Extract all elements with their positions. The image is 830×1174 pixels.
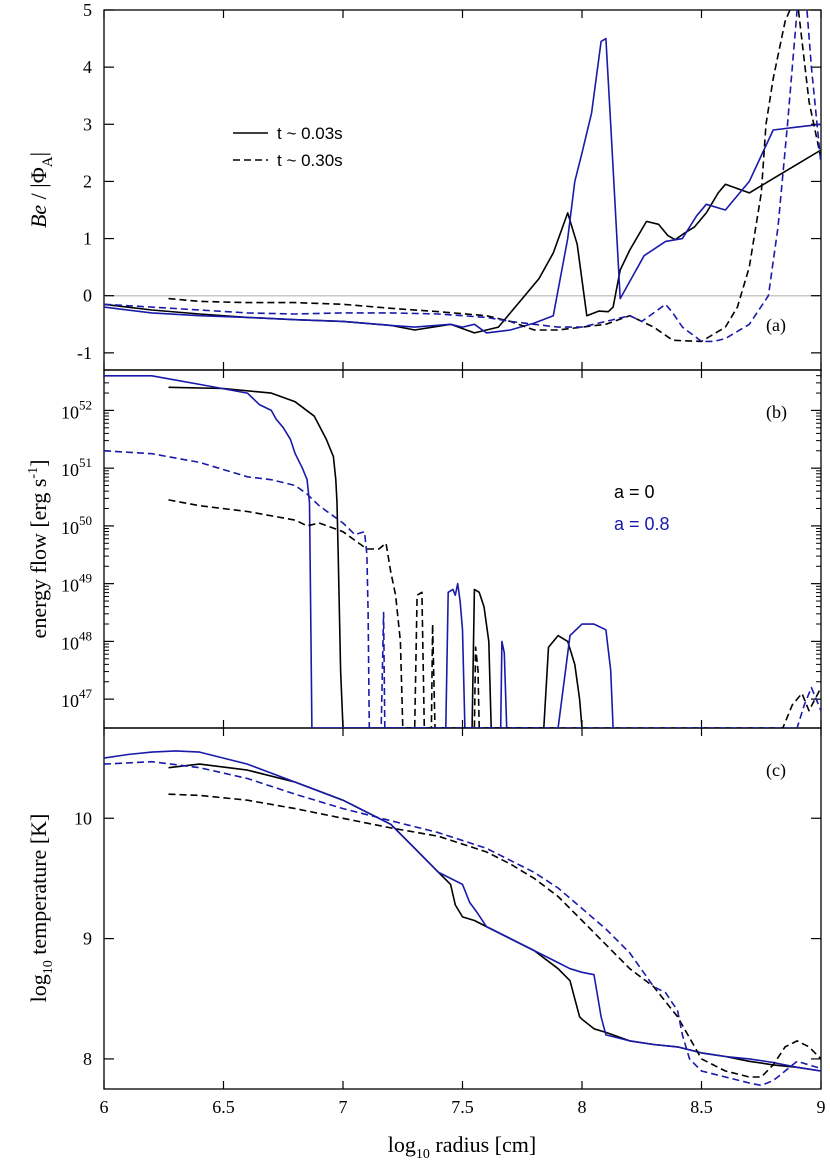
panel-c-series-blue-dashed — [104, 760, 821, 1087]
panel-c-series-group — [104, 750, 821, 1087]
panel-a-series-blue-dashed — [104, 10, 821, 343]
x-axis-title: log10 radius [cm] — [388, 1132, 536, 1162]
panel-a: -1 0 1 2 3 4 5 — [77, 0, 822, 370]
legend-dashed-label: t ~ 0.30s — [277, 151, 343, 170]
panel-a-y-tick-label: 0 — [83, 286, 92, 306]
panel-a-series-blue-solid — [104, 37, 821, 334]
panel-c-y-tick-label: 9 — [83, 929, 92, 949]
panel-c-y-tick-label: 8 — [83, 1049, 92, 1069]
panel-b: 1047 1048 1049 1050 1051 1052 — [61, 369, 822, 728]
panel-a-y-tick-label: 5 — [83, 0, 92, 20]
x-tick-labels: 6 6.5 7 7.5 8 8.5 9 — [100, 1097, 826, 1117]
panel-c-tag: (c) — [766, 760, 786, 781]
panel-b-series-blue-dashed — [104, 450, 821, 728]
panel-c-frame — [103, 727, 822, 1090]
panel-b-ylabel: energy flow [erg s-1] — [26, 460, 51, 639]
x-tick-label: 6.5 — [212, 1097, 235, 1117]
panel-b-series-group — [104, 374, 821, 728]
x-tick-label: 8 — [578, 1097, 587, 1117]
panel-a-series-black-dashed — [168, 10, 821, 343]
panel-b-y-tick-label: 1052 — [61, 397, 92, 422]
panel-c: 8 9 10 — [74, 728, 822, 1089]
panel-b-tag: (b) — [766, 402, 787, 423]
panel-b-y-tick-label: 1049 — [61, 571, 92, 596]
panel-b-y-tick-label: 1047 — [61, 686, 93, 711]
panel-a-tag: (a) — [766, 315, 786, 336]
x-tick-label: 8.5 — [690, 1097, 713, 1117]
panel-a-ylabel: Be / |ΦA| — [26, 152, 56, 228]
x-tick-label: 6 — [100, 1097, 109, 1117]
legend-solid-label: t ~ 0.03s — [277, 124, 343, 143]
panel-a-y-tick-label: -1 — [77, 343, 92, 363]
panel-b-series-black-dashed — [168, 499, 821, 728]
legend-spin-black: a = 0 — [614, 482, 655, 502]
x-tick-label: 7.5 — [451, 1097, 474, 1117]
panel-a-y-tick-label: 2 — [83, 171, 92, 191]
panel-b-y-tick-label: 1051 — [61, 455, 92, 480]
panel-c-ylabel: log10 temperature [K] — [26, 814, 56, 1003]
panel-b-series-blue-solid — [104, 374, 614, 728]
panel-c-series-black-dashed — [168, 793, 821, 1078]
x-tick-label: 9 — [817, 1097, 826, 1117]
panel-c-y-tick-label: 10 — [74, 808, 92, 828]
panel-c-series-black-solid — [168, 763, 821, 1072]
panel-b-frame — [103, 369, 822, 729]
panel-a-y-tick-label: 3 — [83, 114, 92, 134]
panel-a-y-tick-label: 1 — [83, 229, 92, 249]
panel-b-y-tick-label: 1050 — [61, 513, 92, 538]
line-style-legend: t ~ 0.03s t ~ 0.30s — [233, 124, 343, 170]
panel-b-y-tick-label: 1048 — [61, 628, 92, 653]
panel-a-y-tick-label: 4 — [83, 57, 92, 77]
panel-c-series-blue-solid — [104, 750, 821, 1072]
panel-a-series-group — [104, 10, 821, 343]
panel-a-series-black-solid — [104, 149, 821, 334]
legend-spin-blue: a = 0.8 — [614, 514, 670, 534]
panel-b-series-black-solid — [168, 386, 583, 728]
x-tick-label: 7 — [339, 1097, 348, 1117]
